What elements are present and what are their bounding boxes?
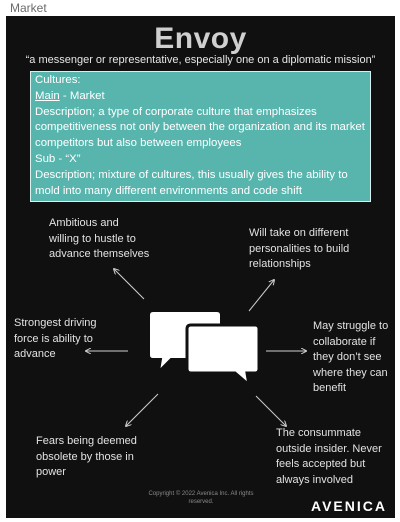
trait-bottom-right: The consummate outside insider. Never fe… [276,427,382,486]
definition-subtitle: “a messenger or representative, especial… [25,54,376,66]
speech-bubbles-icon [149,311,261,385]
sub-culture-description: Description; mixture of cultures, this u… [35,168,348,197]
trait-middle-left: Strongest driving force is ability to ad… [14,317,97,360]
arrow-bottom-right [255,395,286,426]
page-title: Envoy [154,22,247,55]
cultures-heading: Cultures: [35,74,81,86]
trait-middle-right: May struggle to collaborate if they don’… [313,320,389,394]
cultures-box: Cultures: Main - Market Description; a t… [30,71,371,202]
trait-top-right: Will take on different personalities to … [249,227,350,270]
envoy-card: Envoy “a messenger or representative, es… [6,16,395,518]
main-culture-line: Main - Market [35,89,366,105]
arrow-bottom-left [126,393,159,426]
main-culture-label: Main [35,89,60,102]
trait-bottom-left: Fears being deemed obsolete by those in … [36,435,137,478]
arrow-top-right [248,280,274,312]
sub-culture-label: Sub - “X” [35,152,81,165]
avenica-logo: AVENICA [311,498,387,514]
arrow-top-left [114,269,145,300]
arrows-layer [6,16,395,518]
page-tag: Market [10,1,47,15]
copyright-notice: Copyright © 2022 Avenica Inc. All rights… [148,491,254,505]
main-culture-description: Description; a type of corporate culture… [35,105,365,150]
trait-top-left: Ambitious and willing to hustle to advan… [49,217,150,260]
main-culture-value: - Market [59,89,105,102]
